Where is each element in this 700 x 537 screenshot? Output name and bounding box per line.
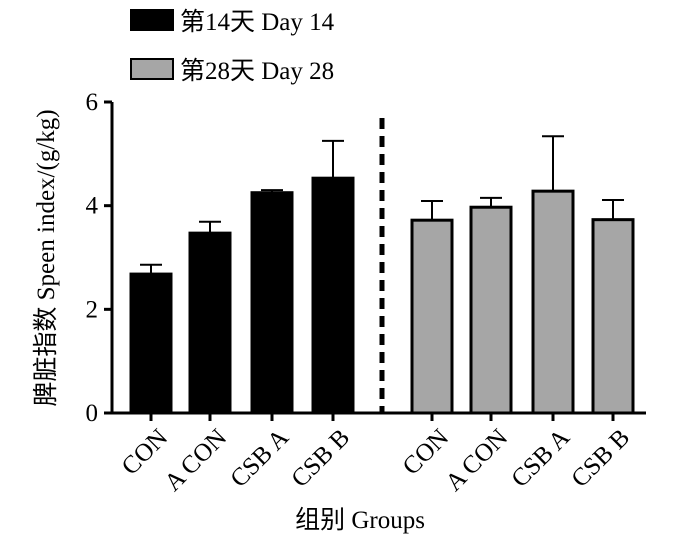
x-tick-label: CSB A [506, 424, 575, 493]
legend-item-day14: 第14天 Day 14 [130, 5, 335, 36]
y-tick-label: 2 [86, 296, 99, 323]
bar [129, 272, 173, 415]
x-tick-label: CSB B [566, 424, 635, 493]
bar [591, 218, 635, 415]
bar [531, 189, 575, 415]
x-tick-label: CSB A [225, 424, 294, 493]
x-tick-label: A CON [440, 424, 513, 497]
legend-item-day28: 第28天 Day 28 [130, 54, 335, 85]
y-axis-label: 脾脏指数 Speen index/(g/kg) [33, 109, 60, 407]
bar [188, 231, 232, 415]
x-tick-label: CSB B [286, 424, 355, 493]
legend-label-day14: 第14天 Day 14 [180, 9, 335, 36]
bar [469, 205, 513, 415]
legend-swatch-day28 [130, 58, 174, 80]
y-tick-label: 0 [86, 400, 99, 427]
bar [250, 191, 294, 415]
x-tick-label: A CON [159, 424, 232, 497]
bar [311, 176, 355, 415]
y-tick-label: 6 [86, 89, 99, 116]
legend-label-day28: 第28天 Day 28 [180, 58, 335, 85]
x-axis-label: 组别 Groups [295, 507, 425, 534]
y-tick-label: 4 [86, 193, 99, 220]
bar [410, 218, 454, 415]
legend-swatch-day14 [130, 9, 174, 31]
